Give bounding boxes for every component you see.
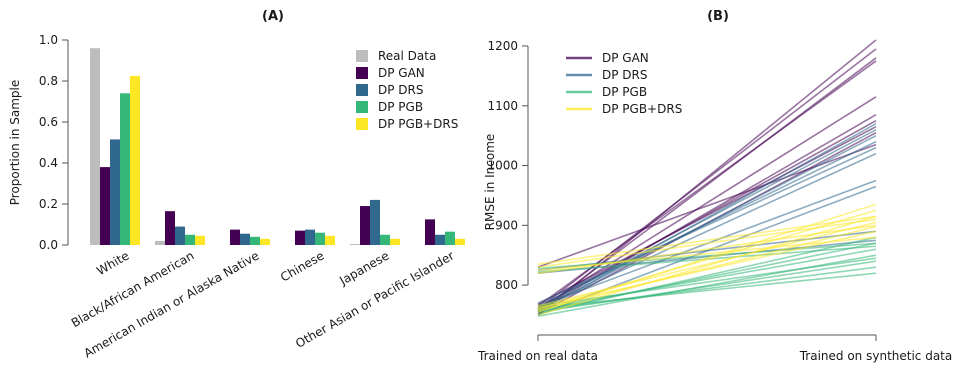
bar-dp-drs-black-african-american (175, 226, 185, 245)
bar-dp-drs-japanese (370, 199, 380, 245)
legend-label-dp-pgb-drs: DP PGB+DRS (602, 102, 682, 116)
legend-swatch-dp-drs (356, 84, 368, 96)
panel-b-y-tick-label: 1100 (487, 99, 518, 113)
line-dp-pgb-drs (537, 218, 877, 268)
legend-label-dp-drs: DP DRS (602, 68, 648, 82)
panel-a-y-tick-label: 0.8 (39, 74, 58, 88)
panel-a-y-axis-label: Proportion in Sample (8, 80, 22, 205)
panel-a-y-tick-label: 0.6 (39, 115, 58, 129)
panel-b-y-tick-label: 800 (495, 278, 518, 292)
line-dp-pgb (537, 272, 877, 309)
panel-a-x-tick-label: Chinese (278, 248, 327, 284)
panel-a-y-tick-label: 0.0 (39, 238, 58, 252)
bar-dp-pgb-drs-other-asian-or-pacific-islander (455, 238, 465, 245)
line-dp-gan (537, 57, 877, 313)
panel-a-y-tick-label: 1.0 (39, 33, 58, 47)
legend-label-dp-pgb: DP PGB (602, 85, 647, 99)
panel-a-y-tick-label: 0.2 (39, 197, 58, 211)
bar-dp-gan-chinese (295, 230, 305, 245)
panel-b-y-tick-label: 900 (495, 218, 518, 232)
panel-b-x-tick-label: Trained on synthetic data (799, 349, 953, 363)
line-dp-pgb-drs (537, 221, 877, 307)
bar-dp-gan-other-asian-or-pacific-islander (425, 219, 435, 245)
bar-dp-gan-black-african-american (165, 211, 175, 245)
bar-dp-pgb-chinese (315, 232, 325, 245)
bar-dp-pgb-drs-white (130, 75, 140, 245)
bar-dp-gan-american-indian-or-alaska-native (230, 229, 240, 245)
panel-b-y-tick-label: 1000 (487, 159, 518, 173)
panel-b-y-tick-label: 1200 (487, 39, 518, 53)
legend-swatch-dp-gan (356, 67, 368, 79)
panel-b-line-chart: (B) RMSE in Income 800 900 1000 1100 1200 Train… (477, 9, 952, 363)
legend-swatch-real-data (356, 50, 368, 62)
panel-b-x-tick-label: Trained on real data (477, 349, 598, 363)
bar-dp-gan-japanese (360, 206, 370, 245)
legend-swatch-dp-pgb (356, 101, 368, 113)
bar-dp-pgb-black-african-american (185, 234, 195, 245)
legend-label-dp-pgb-drs: DP PGB+DRS (378, 117, 458, 131)
legend-label-dp-drs: DP DRS (378, 83, 424, 97)
line-dp-gan (537, 125, 877, 305)
bar-dp-pgb-drs-japanese (390, 238, 400, 245)
bar-dp-pgb-other-asian-or-pacific-islander (445, 231, 455, 245)
panel-b-y-axis-label: RMSE in Income (483, 134, 497, 231)
panel-a-x-tick-label: Japanese (336, 248, 391, 288)
legend-swatch-dp-pgb-drs (356, 118, 368, 130)
line-dp-pgb (537, 242, 877, 313)
line-dp-pgb-drs (537, 225, 877, 311)
panel-a-bar-chart: (A) Proportion in Sample 0.0 0.2 0.4 0.6 0.8 1.… (8, 9, 465, 360)
bar-dp-pgb-japanese (380, 234, 390, 245)
line-dp-drs (537, 134, 877, 311)
line-dp-pgb-drs (537, 203, 877, 313)
bar-dp-pgb-drs-american-indian-or-alaska-native (260, 238, 270, 245)
bar-dp-drs-white (110, 139, 120, 245)
legend-label-real-data: Real Data (378, 49, 436, 63)
line-dp-pgb (537, 266, 877, 312)
bar-dp-pgb-white (120, 93, 130, 245)
bar-dp-pgb-drs-black-african-american (195, 235, 205, 245)
line-dp-pgb-drs (537, 224, 877, 274)
bar-dp-drs-other-asian-or-pacific-islander (435, 234, 445, 245)
legend-label-dp-pgb: DP PGB (378, 100, 423, 114)
panel-a-y-tick-label: 0.4 (39, 156, 58, 170)
bar-real-data-black-african-american (155, 240, 165, 245)
bar-dp-pgb-american-indian-or-alaska-native (250, 236, 260, 245)
bar-dp-gan-white (100, 167, 110, 245)
legend-label-dp-gan: DP GAN (378, 66, 425, 80)
bar-real-data-white (90, 48, 100, 246)
line-dp-drs (537, 140, 877, 307)
line-dp-drs (537, 152, 877, 310)
panel-a-x-tick-label: White (94, 248, 131, 278)
bar-dp-pgb-drs-chinese (325, 235, 335, 245)
line-dp-gan (537, 96, 877, 310)
panel-b-title: (B) (707, 9, 729, 24)
bar-dp-drs-american-indian-or-alaska-native (240, 233, 250, 245)
bar-real-data-japanese (350, 243, 360, 245)
panel-a-title: (A) (262, 9, 284, 24)
bar-dp-drs-chinese (305, 229, 315, 245)
line-dp-pgb-drs (537, 215, 877, 265)
line-dp-pgb-drs (537, 230, 877, 309)
line-dp-drs (537, 146, 877, 304)
legend-label-dp-gan: DP GAN (602, 51, 649, 65)
